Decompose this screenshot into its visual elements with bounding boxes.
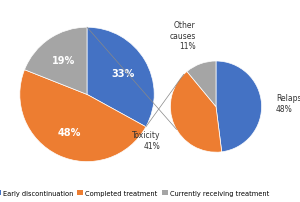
Text: 48%: 48% [58,127,81,137]
Wedge shape [20,70,146,162]
Wedge shape [170,72,222,153]
Text: 33%: 33% [111,69,134,79]
Text: Toxicity
41%: Toxicity 41% [132,131,161,150]
Text: 19%: 19% [52,56,75,66]
Wedge shape [216,62,262,152]
Legend: Early discontinuation, Completed treatment, Currently receiving treatment: Early discontinuation, Completed treatme… [0,187,272,199]
Wedge shape [25,28,87,95]
Text: Relapse
48%: Relapse 48% [276,94,300,113]
Wedge shape [87,28,154,127]
Text: Other
causes
11%: Other causes 11% [169,21,196,51]
Wedge shape [187,62,216,107]
